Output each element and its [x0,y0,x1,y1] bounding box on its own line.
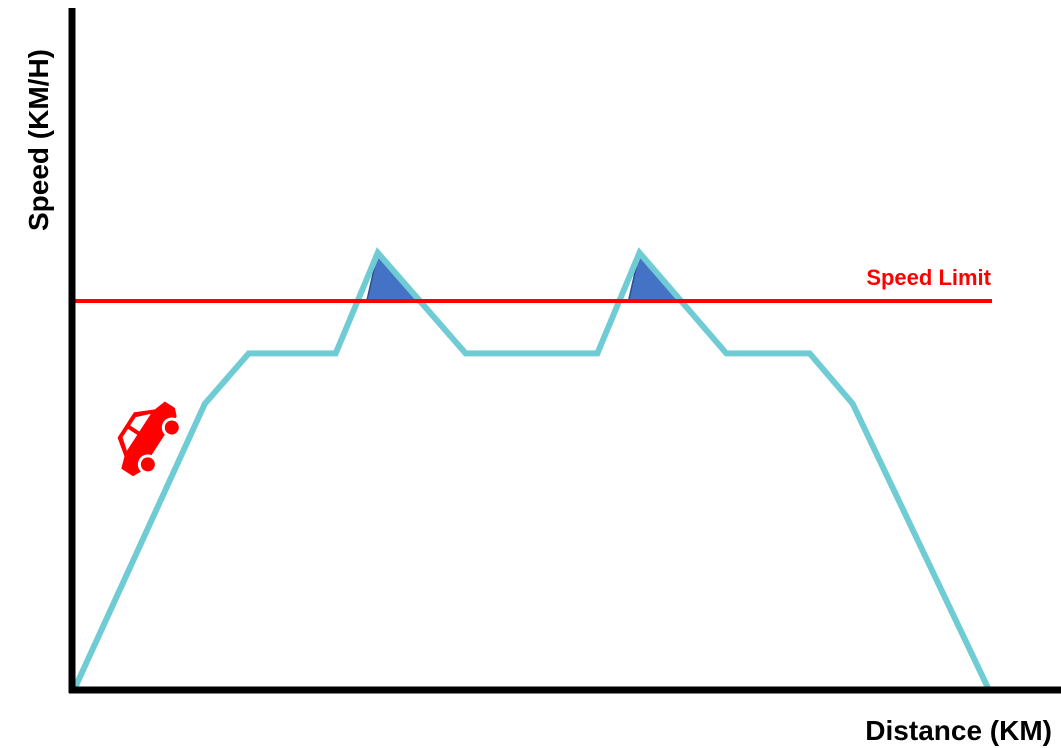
axes [68,8,1061,694]
car-wheel-rear-hub [164,420,179,435]
reference-lines: Speed Limit [72,265,992,304]
car-wheel-front-hub [140,457,155,472]
car-window-rear [130,413,151,432]
speed-limit-label: Speed Limit [866,265,991,290]
car-body [117,401,177,477]
x-axis-title: Distance (KM) [865,715,1052,746]
car-window-front [122,428,138,451]
y-axis-title: Speed (KM/H) [23,49,54,231]
car-icon [117,401,182,477]
speed-series [71,247,992,692]
speed-line-1 [71,247,992,692]
